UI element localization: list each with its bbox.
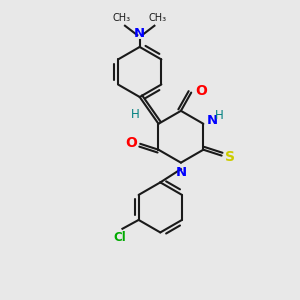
Text: CH₃: CH₃ [113,13,131,23]
Text: N: N [176,166,187,179]
Text: S: S [225,150,235,164]
Text: O: O [125,136,137,150]
Text: H: H [214,109,223,122]
Text: Cl: Cl [114,231,127,244]
Text: O: O [195,84,207,98]
Text: N: N [134,28,145,40]
Text: CH₃: CH₃ [148,13,166,23]
Text: H: H [131,108,140,121]
Text: N: N [207,114,218,127]
